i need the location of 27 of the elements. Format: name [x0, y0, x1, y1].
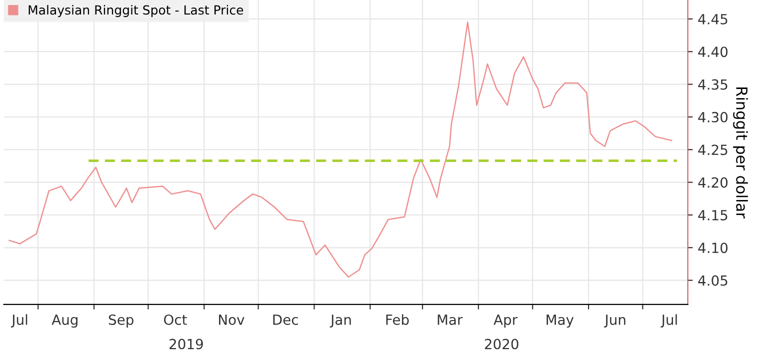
x-tick-label: Sep: [108, 314, 134, 328]
y-tick-label: 4.40: [698, 46, 728, 58]
x-tick-label: Oct: [164, 314, 187, 325]
x-tick-label: Jun: [604, 314, 626, 328]
x-tick-label: Dec: [273, 314, 298, 325]
x-tick-label: Jul: [10, 314, 28, 328]
y-tick-label: 4.35: [698, 79, 728, 90]
x-tick-label: Feb: [386, 314, 409, 325]
x-tick-label: Aug: [52, 314, 78, 328]
y-tick-label: 4.30: [698, 112, 728, 122]
x-tick-label: Apr: [494, 314, 518, 328]
text: 2019: [170, 338, 203, 350]
x-tick-label: Jul: [660, 314, 677, 328]
x-tick-label: May: [546, 314, 574, 328]
x-tick-label: Mar: [438, 314, 463, 325]
y-tick-label: 4.10: [698, 242, 728, 254]
x-tick-label: Nov: [219, 314, 244, 325]
y-tick-label: 4.45: [698, 14, 728, 24]
y-tick-label: 4.25: [698, 144, 728, 156]
y-tick-label: 4.20: [698, 177, 728, 188]
y-tick-label: 4.05: [698, 275, 728, 286]
x-tick-label: Jan: [330, 314, 351, 328]
y-tick-label: 4.15: [698, 210, 728, 220]
text: 2020: [484, 338, 518, 350]
y-axis-title: Ringgit per dollar: [733, 88, 748, 218]
line-series: [8, 22, 672, 278]
legend-label: Malaysian Ringgit Spot - Last Price: [28, 5, 244, 18]
